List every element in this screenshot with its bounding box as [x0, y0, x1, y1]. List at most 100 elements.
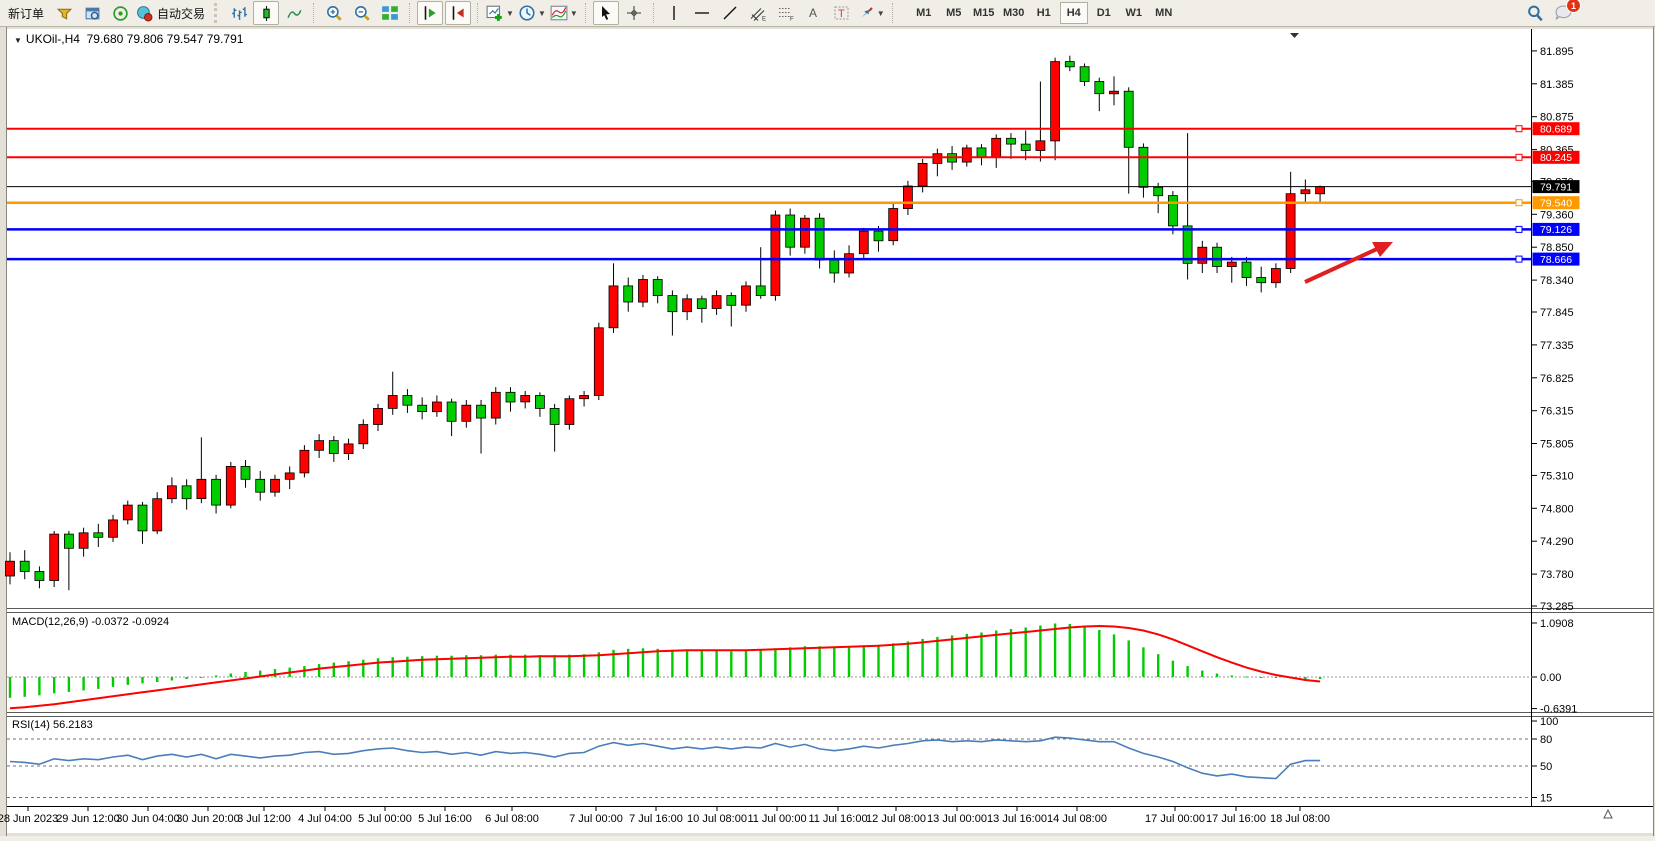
chart-menu-arrow[interactable] — [1290, 33, 1299, 38]
timeframe-d1-button[interactable]: D1 — [1096, 7, 1111, 19]
trend-arrow-annotation[interactable] — [1304, 242, 1393, 284]
auto-trading-label: 自动交易 — [157, 6, 206, 21]
timeframe-w1-button[interactable]: W1 — [1125, 7, 1142, 19]
rsi-indicator-label: RSI(14) 56.2183 — [12, 719, 93, 731]
equidistant-channel-icon-button[interactable]: E — [745, 1, 771, 25]
new-chart-icon — [486, 4, 504, 22]
svg-text:30 Jun 04:00: 30 Jun 04:00 — [116, 813, 180, 825]
line-chart-icon-button[interactable] — [281, 1, 307, 25]
svg-text:15: 15 — [1540, 793, 1552, 805]
svg-text:13 Jul 00:00: 13 Jul 00:00 — [927, 813, 987, 825]
timeframe-m5-button[interactable]: M5 — [946, 7, 962, 19]
tile-windows-icon — [381, 4, 399, 22]
cursor-icon — [598, 5, 614, 21]
timeframe-group: M1 M5 M15 M30 H1 H4 D1 W1 MN — [909, 2, 1179, 24]
chart-canvas[interactable]: 81.89581.38580.87580.36579.87079.36078.8… — [0, 27, 1655, 836]
svg-text:74.290: 74.290 — [1540, 536, 1574, 548]
metaeditor-icon — [56, 5, 73, 22]
notifications-button[interactable]: 1 — [1550, 0, 1581, 25]
timeframe-m30-button[interactable]: M30 — [1003, 7, 1025, 19]
chevron-down-icon: ▼ — [876, 8, 885, 18]
svg-text:76.315: 76.315 — [1540, 406, 1574, 418]
toolbar-right-group: 1 — [1521, 0, 1581, 25]
main-toolbar: 新订单 自动交易 ▼ ▼ ▼ E F A T ▼ M1 M5 M15 M30 H1 H4 D… — [0, 0, 1655, 27]
chart-symbol-period: UKOil-,H4 — [25, 32, 80, 46]
horizontal-level-lines[interactable]: 80.689 80.245 79.791 79.540 79.126 78.666 — [7, 122, 1580, 266]
notification-badge: 1 — [1566, 0, 1581, 13]
svg-text:78.666: 78.666 — [1540, 254, 1572, 266]
toolbar-separator — [477, 3, 479, 23]
signals-icon-button[interactable] — [107, 1, 133, 25]
new-chart-button[interactable]: ▼ — [485, 1, 515, 25]
text-label-icon: T — [833, 5, 850, 21]
auto-trading-button[interactable]: 自动交易 — [135, 1, 210, 25]
svg-text:10 Jul 08:00: 10 Jul 08:00 — [687, 813, 747, 825]
svg-text:80.875: 80.875 — [1540, 112, 1574, 124]
search-icon — [1526, 4, 1544, 22]
signals-icon — [112, 5, 129, 22]
svg-text:81.385: 81.385 — [1540, 79, 1574, 91]
svg-text:29 Jun 12:00: 29 Jun 12:00 — [56, 813, 120, 825]
vertical-line-icon — [667, 5, 681, 21]
search-button[interactable] — [1522, 1, 1548, 25]
svg-text:79.126: 79.126 — [1540, 224, 1572, 236]
chevron-down-icon: ▼ — [537, 8, 546, 18]
arrows-icon — [858, 5, 875, 21]
periods-button[interactable]: ▼ — [517, 1, 547, 25]
svg-text:79.540: 79.540 — [1540, 198, 1572, 210]
text-icon-button[interactable]: A — [801, 1, 827, 25]
zoom-in-icon-button[interactable] — [321, 1, 347, 25]
cursor-icon-button[interactable] — [592, 1, 619, 25]
candles — [5, 55, 1325, 591]
svg-text:80.689: 80.689 — [1540, 124, 1572, 136]
trendline-icon-button[interactable] — [717, 1, 743, 25]
candlestick-chart-icon-button[interactable] — [253, 1, 280, 25]
svg-text:75.310: 75.310 — [1540, 470, 1574, 482]
zoom-out-icon-button[interactable] — [349, 1, 375, 25]
svg-text:0.00: 0.00 — [1540, 672, 1561, 684]
auto-scroll-icon-button[interactable] — [417, 1, 444, 25]
timeframe-m1-button[interactable]: M1 — [916, 7, 932, 19]
tile-windows-icon-button[interactable] — [377, 1, 403, 25]
svg-text:5 Jul 16:00: 5 Jul 16:00 — [418, 813, 472, 825]
market-watch-icon — [84, 5, 101, 22]
fibonacci-icon-button[interactable]: F — [773, 1, 799, 25]
svg-text:14 Jul 08:00: 14 Jul 08:00 — [1047, 813, 1107, 825]
svg-text:7 Jul 00:00: 7 Jul 00:00 — [569, 813, 623, 825]
indicators-button[interactable]: ▼ — [549, 1, 579, 25]
arrows-button[interactable]: ▼ — [857, 1, 886, 25]
svg-text:3 Jul 12:00: 3 Jul 12:00 — [237, 813, 291, 825]
symbol-dropdown-icon[interactable]: ▼ — [14, 36, 22, 45]
equidistant-channel-icon: E — [749, 5, 767, 22]
svg-text:78.340: 78.340 — [1540, 275, 1574, 287]
price-axis[interactable]: 81.89581.38580.87580.36579.87079.36078.8… — [1532, 46, 1574, 613]
bar-chart-icon — [230, 5, 247, 22]
text-label-icon-button[interactable]: T — [829, 1, 855, 25]
timeframe-h4-button[interactable]: H4 — [1059, 2, 1088, 24]
rsi-panel: 100 80 50 15 — [7, 716, 1558, 805]
chevron-down-icon: ▼ — [506, 8, 514, 18]
clock-icon — [518, 4, 536, 22]
crosshair-icon-button[interactable] — [621, 1, 647, 25]
horizontal-line-icon — [694, 5, 710, 21]
scroll-end-icon[interactable] — [1603, 808, 1613, 819]
timeframe-mn-button[interactable]: MN — [1155, 7, 1173, 19]
macd-panel: 1.0908 0.00 -0.6391 — [7, 618, 1577, 716]
svg-text:80.245: 80.245 — [1540, 152, 1572, 164]
chart-shift-icon-button[interactable] — [445, 1, 472, 25]
zoom-in-icon — [325, 4, 343, 22]
vps-globe-icon — [136, 5, 153, 22]
market-watch-icon-button[interactable] — [79, 1, 105, 25]
timeframe-m15-button[interactable]: M15 — [973, 7, 995, 19]
chart-shift-icon — [449, 4, 467, 22]
candlestick-chart-icon — [258, 5, 275, 22]
svg-text:7 Jul 16:00: 7 Jul 16:00 — [629, 813, 683, 825]
timeframe-h1-button[interactable]: H1 — [1036, 7, 1051, 19]
bar-chart-icon-button[interactable] — [225, 1, 251, 25]
new-order-button[interactable]: 新订单 — [8, 6, 45, 21]
metaeditor-icon-button[interactable] — [51, 1, 77, 25]
horizontal-line-icon-button[interactable] — [689, 1, 715, 25]
svg-text:77.335: 77.335 — [1540, 340, 1574, 352]
vertical-line-icon-button[interactable] — [661, 1, 687, 25]
